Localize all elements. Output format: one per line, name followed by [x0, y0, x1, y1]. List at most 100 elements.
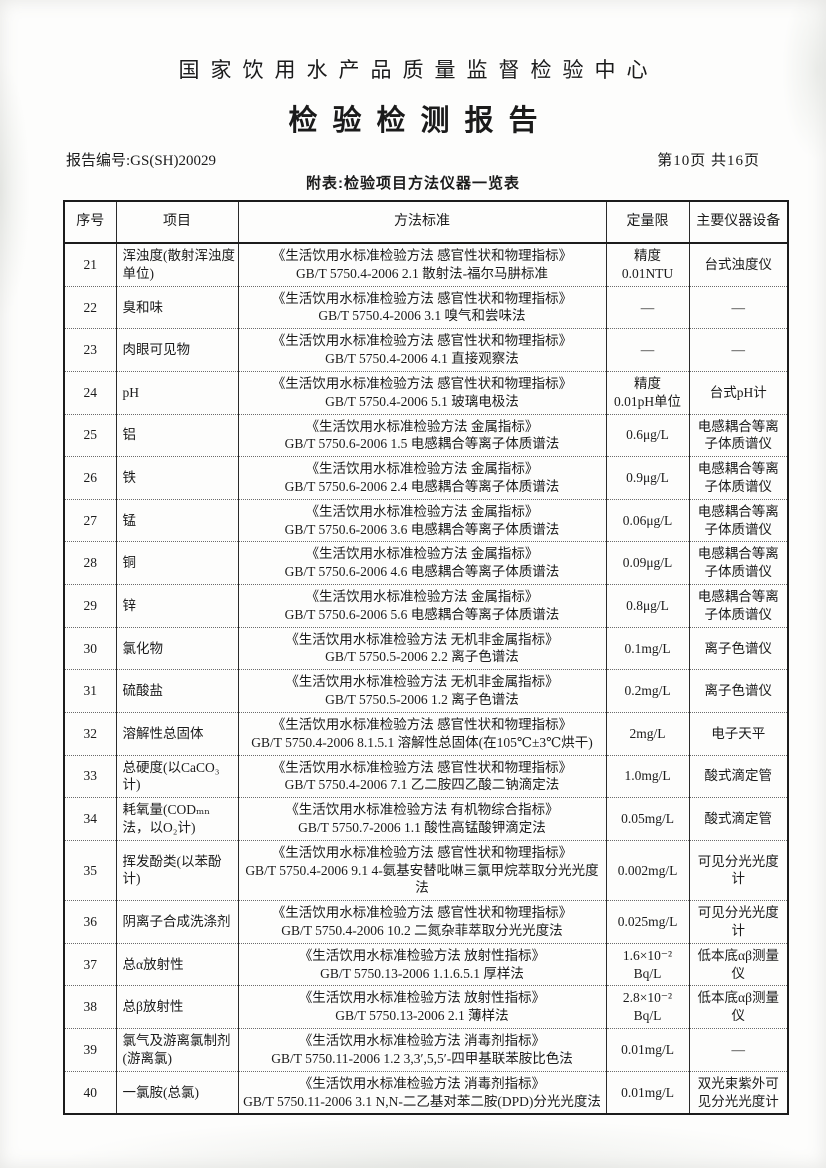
instrument-name: — — [688, 328, 788, 372]
table-row: 27 锰 《生活饮用水标准检验方法 金属指标》 GB/T 5750.6-2006… — [63, 498, 788, 542]
report-number: 报告编号:GS(SH)20029 — [66, 149, 216, 170]
column-header-instrument: 主要仪器设备 — [688, 201, 788, 244]
method-standard-title: 《生活饮用水标准检验方法 金属指标》 — [305, 589, 539, 604]
quantification-limit: — — [605, 328, 689, 372]
quantification-limit: 0.05mg/L — [605, 797, 689, 841]
quantification-limit: 0.6μg/L — [605, 413, 689, 457]
method-standard-title: 《生活饮用水标准检验方法 金属指标》 — [305, 461, 539, 477]
item-name: 硫酸盐 — [115, 669, 238, 713]
quantification-limit: 0.9μg/L — [605, 456, 689, 500]
column-header-no: 序号 — [63, 201, 116, 244]
item-name: 溶解性总固体 — [115, 711, 238, 755]
quantification-limit: 0.2mg/L — [605, 669, 689, 713]
report-title: 检验检测报告 — [288, 105, 553, 137]
table-row: 37 总α放射性 《生活饮用水标准检验方法 放射性指标》 GB/T 5750.1… — [63, 942, 788, 986]
item-name: 挥发酚类(以苯酚计) — [115, 839, 238, 901]
table-row: 21 浑浊度(散射浑浊度单位) 《生活饮用水标准检验方法 感官性状和物理指标》 … — [63, 243, 788, 287]
method-standard-title: 《生活饮用水标准检验方法 无机非金属指标》 — [285, 674, 559, 690]
quantification-limit: 精度 0.01NTU — [605, 243, 689, 287]
instrument-name: 台式浊度仪 — [688, 243, 788, 287]
row-number: 24 — [63, 370, 116, 414]
method-standard-ref: GB/T 5750.4-2006 3.1 嗅气和尝味法 — [318, 308, 526, 324]
method-standard: 《生活饮用水标准检验方法 放射性指标》 GB/T 5750.13-2006 2.… — [237, 985, 606, 1029]
quantification-limit: 0.1mg/L — [605, 626, 689, 670]
row-number: 40 — [63, 1070, 116, 1115]
row-number: 25 — [63, 413, 116, 457]
item-name: 臭和味 — [115, 285, 238, 329]
method-standard: 《生活饮用水标准检验方法 金属指标》 GB/T 5750.6-2006 4.6 … — [237, 541, 606, 585]
table-header-row: 序号 项目 方法标准 定量限 主要仪器设备 — [63, 201, 788, 244]
instrument-name: 离子色谱仪 — [688, 626, 788, 670]
method-standard-title: 《生活饮用水标准检验方法 金属指标》 — [305, 418, 539, 434]
row-number: 35 — [63, 839, 116, 901]
method-standard: 《生活饮用水标准检验方法 无机非金属指标》 GB/T 5750.5-2006 2… — [237, 626, 606, 670]
report-number-label: 报告编号: — [66, 153, 131, 169]
quantification-limit: 1.6×10⁻² Bq/L — [605, 942, 689, 986]
instrument-name: 酸式滴定管 — [688, 754, 788, 798]
table-row: 34 耗氧量(CODₘₙ法，以O₂计) 《生活饮用水标准检验方法 有机物综合指标… — [63, 797, 788, 841]
method-standard-title: 《生活饮用水标准检验方法 消毒剂指标》 — [298, 1075, 546, 1091]
instrument-name: 电子天平 — [688, 711, 788, 755]
row-number: 39 — [63, 1028, 116, 1072]
method-standard: 《生活饮用水标准检验方法 金属指标》 GB/T 5750.6-2006 3.6 … — [237, 498, 606, 542]
instrument-name: 电感耦合等离子体质谱仪 — [688, 541, 788, 585]
instrument-name: 酸式滴定管 — [688, 797, 788, 841]
method-standard-ref: GB/T 5750.13-2006 2.1 薄样法 — [335, 1008, 509, 1024]
row-number: 31 — [63, 669, 116, 713]
method-standard: 《生活饮用水标准检验方法 放射性指标》 GB/T 5750.13-2006 1.… — [237, 942, 606, 986]
row-number: 37 — [63, 942, 116, 986]
instrument-name: 离子色谱仪 — [688, 669, 788, 713]
table-row: 30 氯化物 《生活饮用水标准检验方法 无机非金属指标》 GB/T 5750.5… — [63, 626, 788, 670]
method-standard: 《生活饮用水标准检验方法 消毒剂指标》 GB/T 5750.11-2006 1.… — [237, 1028, 606, 1072]
method-standard: 《生活饮用水标准检验方法 感官性状和物理指标》 GB/T 5750.4-2006… — [237, 328, 606, 372]
row-number: 22 — [63, 285, 116, 329]
instrument-name: — — [688, 285, 788, 329]
row-number: 26 — [63, 456, 116, 500]
method-standard-ref: GB/T 5750.7-2006 1.1 酸性高锰酸钾滴定法 — [298, 819, 546, 835]
item-name: 锌 — [115, 584, 238, 628]
table-row: 38 总β放射性 《生活饮用水标准检验方法 放射性指标》 GB/T 5750.1… — [63, 985, 788, 1029]
meta-line: 报告编号:GS(SH)20029 第10页 共16页 — [66, 149, 760, 170]
method-standard-title: 《生活饮用水标准检验方法 感官性状和物理指标》 — [271, 716, 573, 732]
instrument-name: 台式pH计 — [688, 370, 788, 414]
method-standard-title: 《生活饮用水标准检验方法 金属指标》 — [305, 503, 539, 519]
method-standard-ref: GB/T 5750.6-2006 2.4 电感耦合等离子体质谱法 — [284, 478, 560, 494]
method-standard-ref: GB/T 5750.6-2006 4.6 电感耦合等离子体质谱法 — [284, 564, 560, 580]
table-row: 22 臭和味 《生活饮用水标准检验方法 感官性状和物理指标》 GB/T 5750… — [63, 285, 788, 329]
method-instrument-table: 序号 项目 方法标准 定量限 主要仪器设备 21 浑浊度(散射浑浊度单位) 《生… — [63, 200, 789, 1116]
table-row: 23 肉眼可见物 《生活饮用水标准检验方法 感官性状和物理指标》 GB/T 57… — [63, 328, 788, 372]
instrument-name: 电感耦合等离子体质谱仪 — [688, 456, 788, 500]
method-standard-title: 《生活饮用水标准检验方法 有机物综合指标》 — [285, 802, 559, 818]
quantification-limit: 2.8×10⁻² Bq/L — [605, 985, 689, 1029]
row-number: 34 — [63, 797, 116, 841]
instrument-name: 电感耦合等离子体质谱仪 — [688, 413, 788, 457]
row-number: 32 — [63, 711, 116, 755]
table-row: 39 氯气及游离氯制剂(游离氯) 《生活饮用水标准检验方法 消毒剂指标》 GB/… — [63, 1028, 788, 1072]
item-name: 阴离子合成洗涤剂 — [115, 900, 238, 944]
column-header-item: 项目 — [115, 201, 238, 244]
table-row: 40 一氯胺(总氯) 《生活饮用水标准检验方法 消毒剂指标》 GB/T 5750… — [63, 1070, 788, 1115]
method-standard-ref: GB/T 5750.13-2006 1.1.6.5.1 厚样法 — [320, 965, 524, 981]
instrument-name: 电感耦合等离子体质谱仪 — [688, 584, 788, 628]
method-standard: 《生活饮用水标准检验方法 有机物综合指标》 GB/T 5750.7-2006 1… — [237, 797, 606, 841]
quantification-limit: 0.002mg/L — [605, 839, 689, 901]
quantification-limit: 0.09μg/L — [605, 541, 689, 585]
method-standard: 《生活饮用水标准检验方法 感官性状和物理指标》 GB/T 5750.4-2006… — [237, 370, 606, 414]
column-header-method: 方法标准 — [237, 201, 606, 244]
quantification-limit: 1.0mg/L — [605, 754, 689, 798]
method-standard-ref: GB/T 5750.4-2006 10.2 二氮杂菲萃取分光光度法 — [281, 923, 563, 938]
quantification-limit: 2mg/L — [605, 711, 689, 755]
instrument-name: 低本底αβ测量仪 — [688, 942, 788, 986]
method-standard: 《生活饮用水标准检验方法 消毒剂指标》 GB/T 5750.11-2006 3.… — [237, 1070, 606, 1115]
method-standard-ref: GB/T 5750.6-2006 5.6 电感耦合等离子体质谱法 — [284, 606, 560, 622]
item-name: 氯气及游离氯制剂(游离氯) — [115, 1028, 238, 1072]
quantification-limit: 0.01mg/L — [605, 1070, 689, 1115]
table-caption: 附表:检验项目方法仪器一览表 — [306, 175, 520, 192]
method-standard-title: 《生活饮用水标准检验方法 感官性状和物理指标》 — [271, 759, 573, 775]
row-number: 33 — [63, 754, 116, 798]
method-standard: 《生活饮用水标准检验方法 金属指标》 GB/T 5750.6-2006 5.6 … — [237, 584, 606, 628]
method-standard-title: 《生活饮用水标准检验方法 放射性指标》 — [298, 947, 546, 963]
method-standard-ref: GB/T 5750.4-2006 7.1 乙二胺四乙酸二钠滴定法 — [284, 777, 560, 793]
method-standard: 《生活饮用水标准检验方法 感官性状和物理指标》 GB/T 5750.4-2006… — [237, 839, 606, 901]
